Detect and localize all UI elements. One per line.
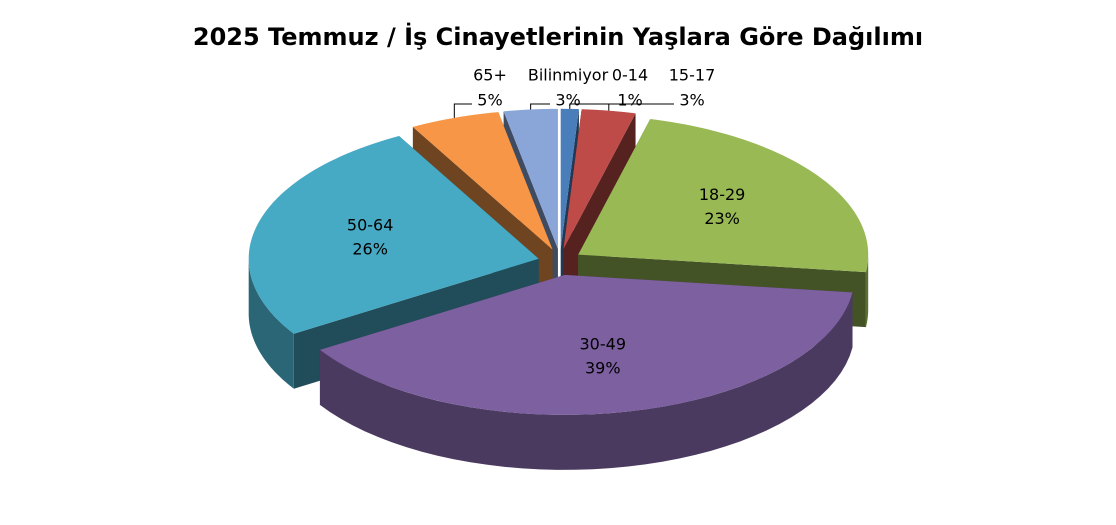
slice-label: 0-14 (612, 66, 648, 85)
slice-label: Bilinmiyor (528, 66, 609, 85)
slice-label: 50-64 (347, 215, 394, 234)
slice-label: 15-17 (669, 66, 716, 85)
slice (563, 109, 636, 249)
slice-wall (248, 258, 294, 389)
value-label: 1% (617, 91, 642, 110)
leader-line (453, 103, 472, 118)
leader-line (608, 103, 675, 111)
chart-title: 2025 Temmuz / İş Cinayetlerinin Yaşlara … (193, 22, 923, 51)
value-label: 26% (352, 239, 388, 258)
slice (503, 108, 558, 249)
slice-wall (319, 292, 853, 470)
value-label: 23% (704, 209, 740, 228)
slice-label: 18-29 (699, 185, 746, 204)
slice (248, 136, 539, 334)
slice (578, 118, 869, 273)
value-label: 3% (679, 91, 704, 110)
slice-label: 30-49 (580, 334, 627, 353)
slice (319, 274, 853, 415)
value-label: 5% (477, 91, 502, 110)
slice (412, 112, 553, 250)
leader-line (569, 103, 613, 109)
leader-line (530, 103, 551, 110)
slice-label: 65+ (473, 66, 507, 85)
value-label: 3% (555, 91, 580, 110)
value-label: 39% (585, 358, 621, 377)
slice (560, 108, 579, 249)
slice-wall (865, 254, 869, 328)
